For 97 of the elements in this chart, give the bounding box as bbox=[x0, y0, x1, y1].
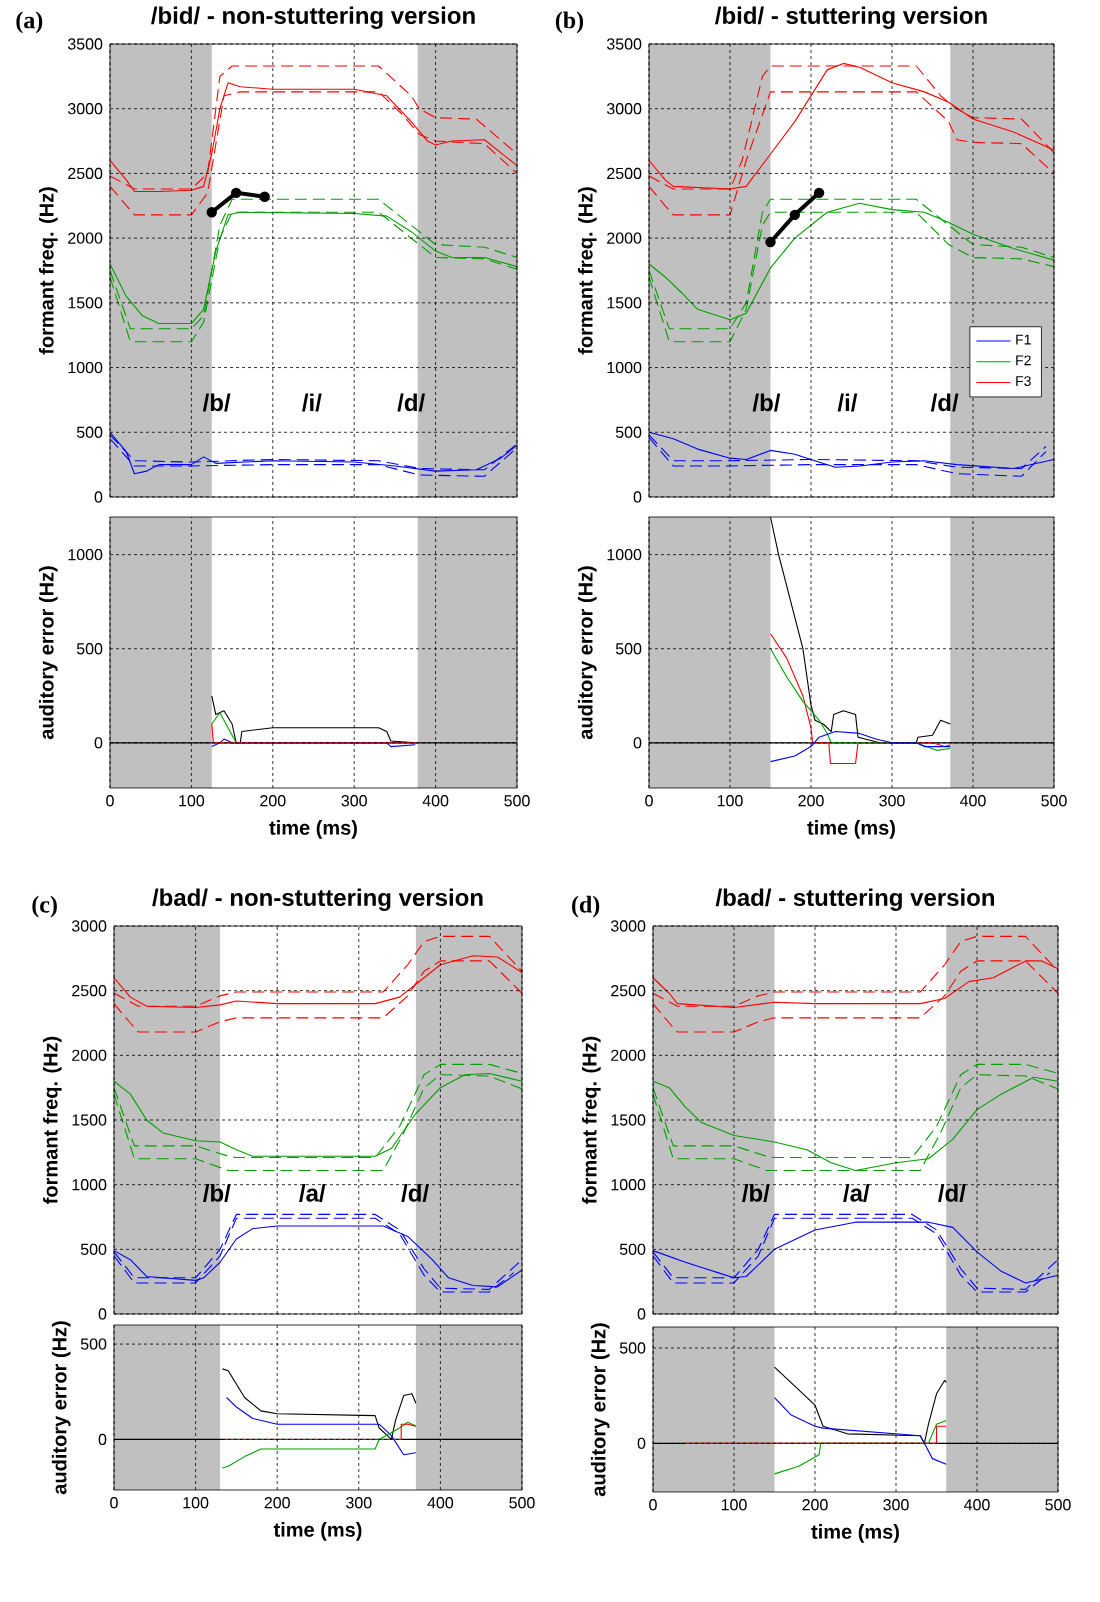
x-axis-title: time (ms) bbox=[807, 820, 895, 839]
y-tick-label: 1500 bbox=[611, 1114, 646, 1126]
y-axis-title: auditory error (Hz) bbox=[577, 566, 597, 740]
y-tick-label: 500 bbox=[615, 643, 642, 655]
y-tick-label: 0 bbox=[633, 737, 642, 749]
x-tick-label: 200 bbox=[260, 795, 286, 807]
x-tick-label: 500 bbox=[1041, 795, 1067, 807]
y-tick-label: 2500 bbox=[68, 167, 103, 180]
annotation: /i/ bbox=[837, 393, 858, 412]
annotation: /d/ bbox=[397, 393, 425, 412]
x-tick-label: 500 bbox=[504, 795, 530, 807]
legend-label: F1 bbox=[1016, 334, 1031, 345]
y-tick-label: 3000 bbox=[610, 920, 646, 932]
y-tick-label: 2000 bbox=[68, 232, 103, 244]
annotation: /d/ bbox=[401, 1184, 429, 1202]
y-tick-label: 3500 bbox=[67, 38, 103, 50]
y-tick-label: 2500 bbox=[72, 985, 107, 997]
x-tick-label: 400 bbox=[427, 1497, 454, 1509]
text: (d) bbox=[572, 895, 600, 918]
annotation: /d/ bbox=[930, 393, 959, 412]
y-tick-label: 500 bbox=[76, 426, 103, 438]
x-tick-label: 100 bbox=[721, 1499, 747, 1511]
y-tick-label: 1000 bbox=[607, 548, 642, 561]
x-axis-title: time (ms) bbox=[273, 1522, 362, 1541]
x-tick-label: 300 bbox=[346, 1497, 372, 1509]
y-tick-label: 500 bbox=[619, 1243, 646, 1255]
y-tick-label: 2500 bbox=[607, 167, 642, 180]
y-tick-label: 2000 bbox=[607, 232, 642, 244]
y-tick-label: 1500 bbox=[72, 1114, 107, 1126]
y-tick-label: 0 bbox=[94, 737, 103, 749]
y-tick-label: 1000 bbox=[611, 1179, 646, 1191]
y-tick-label: 500 bbox=[80, 1243, 107, 1255]
y-tick-label: 0 bbox=[633, 491, 642, 503]
chart-title: /bad/ - stuttering version bbox=[715, 888, 995, 911]
chart-title: /bid/ - non-stuttering version bbox=[151, 6, 475, 29]
y-tick-label: 3000 bbox=[71, 920, 107, 932]
y-tick-label: 2000 bbox=[72, 1049, 107, 1061]
x-tick-label: 100 bbox=[717, 795, 743, 807]
y-axis-title: formant freq. (Hz) bbox=[38, 187, 58, 355]
y-tick-label: 500 bbox=[615, 426, 642, 438]
annotation: /d/ bbox=[938, 1184, 966, 1202]
y-axis-title: auditory error (Hz) bbox=[51, 1321, 71, 1495]
legend-label: F3 bbox=[1016, 376, 1031, 387]
x-tick-label: 200 bbox=[264, 1497, 290, 1509]
y-tick-label: 3000 bbox=[67, 103, 103, 115]
annotation: /i/ bbox=[302, 393, 322, 412]
y-axis-title: auditory error (Hz) bbox=[38, 566, 58, 740]
text: (b) bbox=[555, 11, 584, 34]
x-tick-label: 200 bbox=[798, 795, 824, 807]
y-tick-label: 500 bbox=[76, 643, 103, 655]
y-tick-label: 1000 bbox=[68, 361, 103, 374]
x-tick-label: 500 bbox=[509, 1497, 535, 1509]
text: (a) bbox=[16, 11, 43, 34]
x-tick-label: 400 bbox=[964, 1499, 990, 1511]
y-tick-label: 1500 bbox=[607, 297, 642, 309]
y-axis-title: formant freq. (Hz) bbox=[581, 1036, 601, 1204]
x-tick-label: 300 bbox=[883, 1499, 909, 1511]
annotation: /a/ bbox=[299, 1184, 326, 1202]
y-tick-label: 0 bbox=[98, 1433, 107, 1446]
annotation: /a/ bbox=[843, 1184, 870, 1202]
y-tick-label: 0 bbox=[637, 1437, 646, 1450]
y-tick-label: 500 bbox=[619, 1342, 646, 1354]
text: (c) bbox=[32, 895, 57, 918]
y-tick-label: 1500 bbox=[68, 297, 103, 309]
x-tick-label: 300 bbox=[341, 795, 367, 807]
x-tick-label: 0 bbox=[110, 1497, 118, 1509]
x-tick-label: 100 bbox=[179, 795, 205, 807]
y-tick-label: 0 bbox=[637, 1308, 646, 1320]
chart-title: /bid/ - stuttering version bbox=[715, 6, 987, 29]
annotation: /b/ bbox=[752, 393, 781, 412]
x-tick-label: 0 bbox=[649, 1499, 657, 1511]
y-tick-label: 2000 bbox=[611, 1049, 646, 1061]
y-axis-title: formant freq. (Hz) bbox=[577, 187, 597, 355]
x-axis-title: time (ms) bbox=[811, 1524, 899, 1543]
x-tick-label: 300 bbox=[879, 795, 905, 807]
annotation: /b/ bbox=[202, 393, 231, 412]
annotation: /b/ bbox=[742, 1184, 770, 1202]
x-tick-label: 200 bbox=[802, 1499, 828, 1511]
chart-title: /bad/ - non-stuttering version bbox=[152, 888, 483, 911]
y-tick-label: 1000 bbox=[607, 361, 642, 374]
y-tick-label: 500 bbox=[80, 1338, 107, 1350]
x-tick-label: 100 bbox=[183, 1497, 209, 1509]
x-tick-label: 500 bbox=[1045, 1499, 1071, 1511]
y-axis-title: formant freq. (Hz) bbox=[42, 1036, 62, 1204]
x-tick-label: 400 bbox=[960, 795, 986, 807]
x-axis-title: time (ms) bbox=[269, 820, 357, 839]
x-tick-label: 400 bbox=[422, 795, 449, 807]
y-tick-label: 2500 bbox=[611, 985, 646, 997]
legend-label: F2 bbox=[1016, 355, 1031, 366]
y-tick-label: 1000 bbox=[72, 1179, 107, 1191]
y-axis-title: auditory error (Hz) bbox=[590, 1323, 610, 1497]
y-tick-label: 0 bbox=[98, 1308, 107, 1320]
y-tick-label: 1000 bbox=[68, 548, 103, 561]
y-tick-label: 3000 bbox=[606, 103, 642, 115]
y-tick-label: 0 bbox=[94, 491, 103, 503]
y-tick-label: 3500 bbox=[606, 38, 642, 50]
annotation: /b/ bbox=[203, 1184, 231, 1202]
